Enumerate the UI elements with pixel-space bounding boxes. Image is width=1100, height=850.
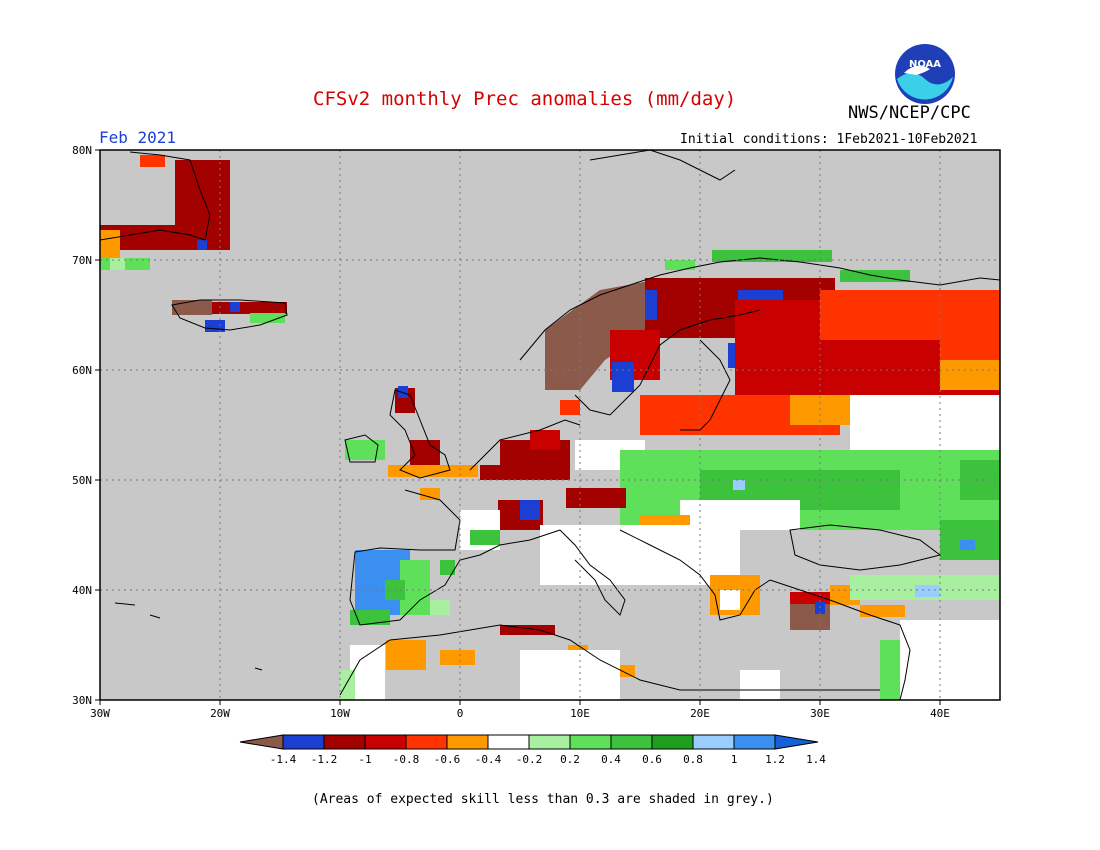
colorbar-label: -0.8 [393,753,420,766]
colorbar-label: 1 [731,753,738,766]
colorbar-arrow-low [239,734,284,750]
graticule [100,150,1000,700]
colorbar-swatch [692,734,735,750]
colorbar-label: 0.6 [642,753,662,766]
colorbar-swatch [323,734,366,750]
coastlines [99,149,1001,701]
colorbar: -1.4 -1.2 -1 -0.8 -0.6 -0.4 -0.2 0.2 0.4 0.6 0.8 1 1… [239,734,826,766]
colorbar-swatch [446,734,489,750]
map-frame [99,149,1001,701]
lat-label: 70N [72,254,92,267]
colorbar-label: -0.4 [475,753,502,766]
colorbar-swatch [610,734,653,750]
colorbar-swatch [733,734,776,750]
colorbar-swatch [282,734,325,750]
forecast-month: Feb 2021 [99,128,177,147]
skill-footnote: (Areas of expected skill less than 0.3 a… [312,792,774,807]
lat-label: 50N [72,474,92,487]
lon-label: 40E [930,707,950,720]
colorbar-swatch [528,734,571,750]
lat-label: 30N [72,694,92,707]
colorbar-label: 0.4 [601,753,621,766]
lon-label: 30W [90,707,110,720]
lat-label: 60N [72,364,92,377]
noaa-logo-text: NOAA [909,59,941,70]
lon-label: 20W [210,707,230,720]
colorbar-swatch [364,734,407,750]
colorbar-arrow-high [774,734,819,750]
initial-conditions: Initial conditions: 1Feb2021-10Feb2021 [680,132,978,147]
noaa-logo: NOAA [895,44,955,104]
lon-label: 30E [810,707,830,720]
colorbar-label: 0.8 [683,753,703,766]
colorbar-swatch [405,734,448,750]
colorbar-label: -1.2 [311,753,338,766]
colorbar-swatch [487,734,530,750]
colorbar-label: 0.2 [560,753,580,766]
colorbar-label: -0.6 [434,753,461,766]
colorbar-label: -0.2 [516,753,543,766]
lon-label: 10E [570,707,590,720]
colorbar-label: 1.4 [806,753,826,766]
lat-label: 80N [72,144,92,157]
colorbar-swatch [651,734,694,750]
colorbar-label: -1 [358,753,371,766]
lon-label: 10W [330,707,350,720]
lon-label: 0 [457,707,464,720]
agency-label: NWS/NCEP/CPC [848,103,971,123]
map-title: CFSv2 monthly Prec anomalies (mm/day) [313,88,737,110]
lat-label: 40N [72,584,92,597]
colorbar-swatch [569,734,612,750]
colorbar-label: -1.4 [270,753,297,766]
anomaly-map: 80N 70N 60N 50N 40N 30N 30W 20W 10W 0 10… [72,144,1001,766]
colorbar-label: 1.2 [765,753,785,766]
lon-label: 20E [690,707,710,720]
